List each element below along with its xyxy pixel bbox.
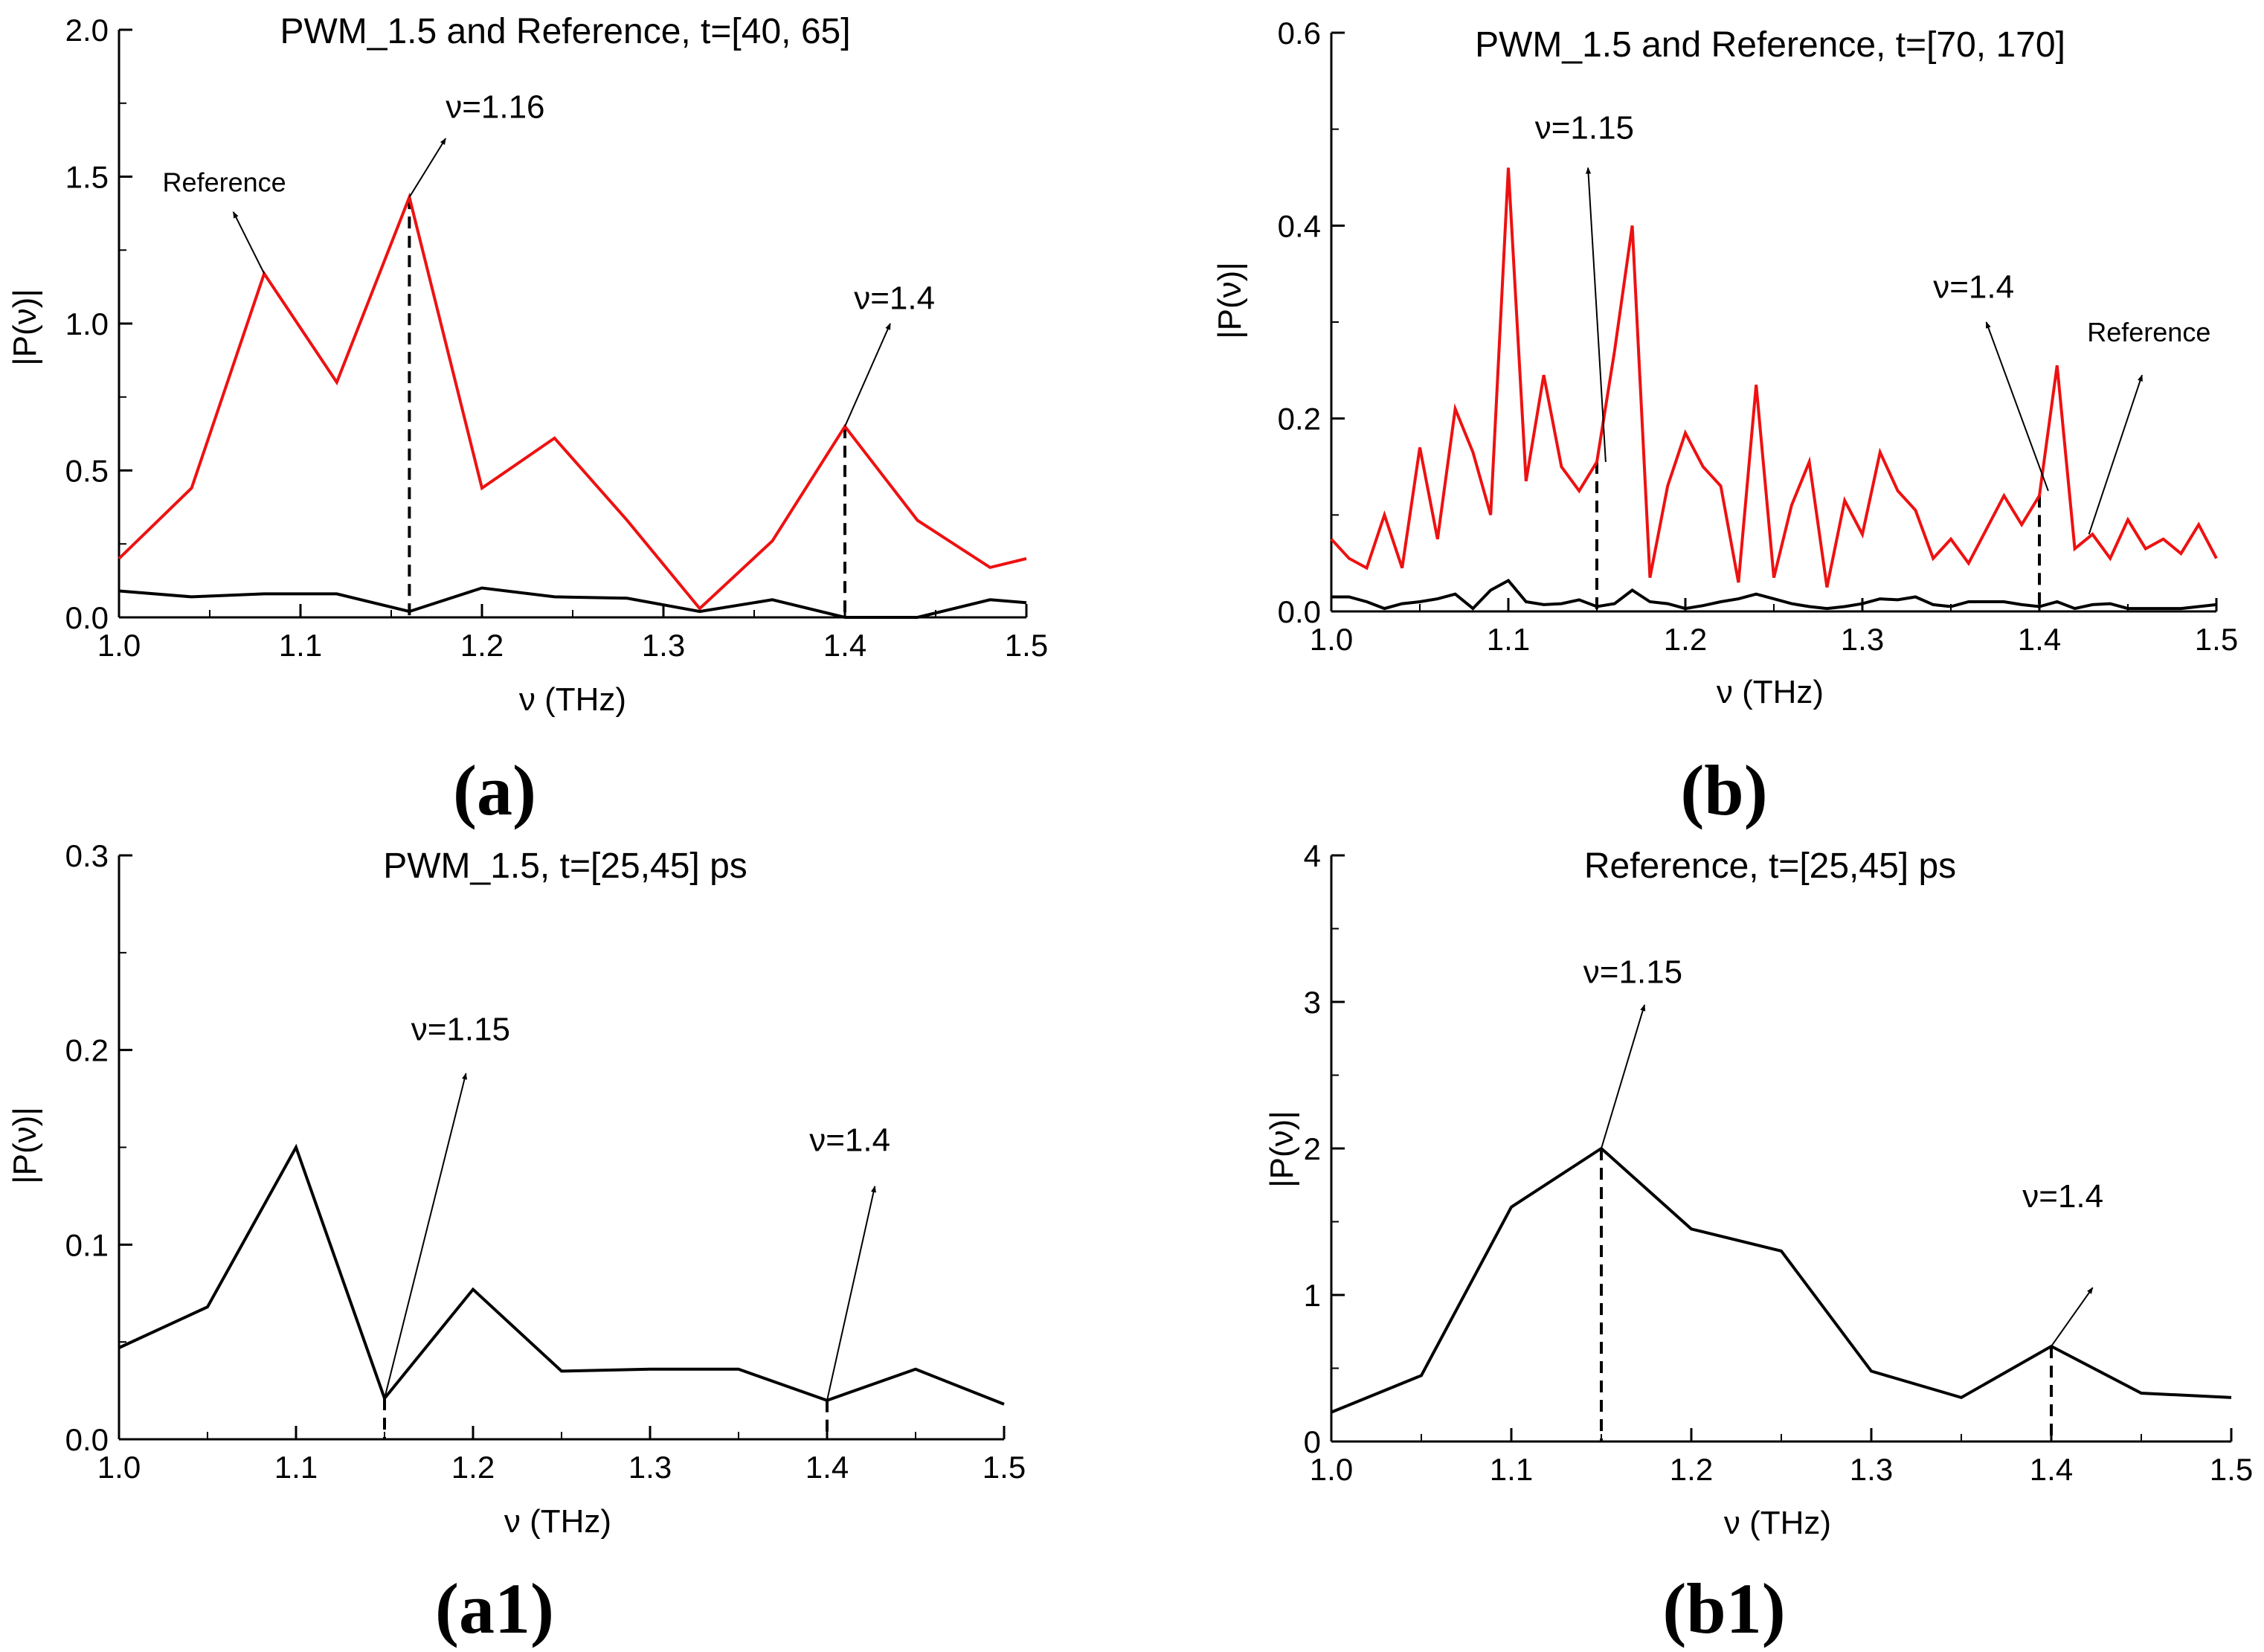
x-tick-label: 1.1 xyxy=(274,1450,318,1485)
panel-b-title: PWM_1.5 and Reference, t=[70, 170] xyxy=(1475,25,2065,65)
x-tick-label: 1.5 xyxy=(983,1450,1026,1485)
series-line-reference xyxy=(118,192,1027,611)
x-tick-label: 1.1 xyxy=(279,628,322,663)
y-tick-label: 3 xyxy=(1304,985,1321,1020)
x-tick-label: 1.4 xyxy=(823,628,866,663)
x-tick-label: 1.2 xyxy=(1664,622,1707,657)
x-tick-label: 1.3 xyxy=(642,628,685,663)
panel-a: 1.0 1.1 1.2 1.3 1.4 1.5 0.0 0.5 1.0 1.5 2.0 ν=1.16 ν… xyxy=(65,13,1049,663)
series-line-pwm-1-5 xyxy=(1331,578,2217,611)
annotation-label: ν=1.4 xyxy=(809,1122,890,1159)
y-tick-label: 0.0 xyxy=(65,600,109,635)
panel-a-label: (a) xyxy=(453,751,536,830)
x-tick-label: 1.5 xyxy=(1005,628,1048,663)
series-line-pwm-1-5 xyxy=(118,586,1027,619)
y-tick-label: 0.4 xyxy=(1278,208,1321,243)
y-tick-label: 2.0 xyxy=(65,13,109,48)
y-tick-label: 0.6 xyxy=(1278,16,1321,51)
panel-b1-title: Reference, t=[25,45] ps xyxy=(1584,846,1956,886)
x-tick-label: 1.2 xyxy=(451,1450,495,1485)
y-tick-label: 0.5 xyxy=(65,454,109,489)
panel-b1-xlabel: ν (THz) xyxy=(1724,1505,1831,1541)
annotation-label: ν=1.4 xyxy=(854,280,935,316)
x-tick-label: 1.3 xyxy=(628,1450,672,1485)
x-tick-label: 1.5 xyxy=(2210,1452,2253,1487)
annotation-arrow xyxy=(408,138,447,198)
annotation-arrow xyxy=(384,1073,468,1399)
x-tick-label: 1.0 xyxy=(1310,622,1353,657)
panel-a-xlabel: ν (THz) xyxy=(519,681,626,718)
y-tick-label: 0.0 xyxy=(65,1422,109,1457)
x-tick-label: 1.3 xyxy=(1841,622,1884,657)
panel-a1-label: (a1) xyxy=(435,1569,554,1648)
y-tick-label: 1.0 xyxy=(65,306,109,341)
annotation-arrow xyxy=(826,1185,877,1401)
annotation-arrow xyxy=(1601,1004,1646,1149)
panel-a1-title: PWM_1.5, t=[25,45] ps xyxy=(383,846,747,886)
panel-a1-ylabel: |P(ν)| xyxy=(7,1107,43,1184)
y-tick-label: 0.2 xyxy=(65,1033,109,1068)
x-tick-label: 1.4 xyxy=(805,1450,849,1485)
panel-a-title: PWM_1.5 and Reference, t=[40, 65] xyxy=(280,12,850,51)
panel-a1: 1.0 1.1 1.2 1.3 1.4 1.5 0.0 0.1 0.2 0.3 ν=1.15 ν=1.… xyxy=(65,838,1026,1485)
annotation-arrow xyxy=(1985,321,2049,492)
panel-b1-label: (b1) xyxy=(1662,1569,1785,1648)
x-tick-label: 1.1 xyxy=(1487,622,1530,657)
x-tick-label: 1.0 xyxy=(97,628,141,663)
y-tick-label: 0.3 xyxy=(65,838,109,873)
annotation-label: ν=1.4 xyxy=(1933,269,2014,306)
y-tick-label: 1 xyxy=(1304,1278,1321,1313)
annotation-arrow xyxy=(2088,374,2143,535)
annotation-arrow xyxy=(2051,1287,2094,1347)
annotation-label: ν=1.15 xyxy=(1583,954,1682,990)
x-tick-label: 1.5 xyxy=(2195,622,2238,657)
x-tick-label: 1.4 xyxy=(2030,1452,2073,1487)
annotation-label: Reference xyxy=(2087,317,2210,347)
x-tick-label: 1.3 xyxy=(1850,1452,1893,1487)
annotation-arrow xyxy=(844,323,891,427)
panel-b1: 1.0 1.1 1.2 1.3 1.4 1.5 0 1 2 3 4 ν=1.15 ν=1.4 xyxy=(1304,838,2254,1487)
x-tick-label: 1.4 xyxy=(2018,622,2061,657)
y-tick-label: 1.5 xyxy=(65,160,109,195)
panel-a-ylabel: |P(ν)| xyxy=(7,289,43,366)
annotation-label: ν=1.4 xyxy=(2022,1178,2103,1215)
y-tick-label: 0.1 xyxy=(65,1227,109,1262)
panel-a1-xlabel: ν (THz) xyxy=(504,1503,611,1540)
annotation-arrow xyxy=(1585,167,1607,463)
annotation-label: ν=1.15 xyxy=(411,1012,510,1048)
x-tick-label: 1.0 xyxy=(97,1450,141,1485)
annotation-label: ν=1.15 xyxy=(1535,110,1634,147)
y-tick-label: 0 xyxy=(1304,1424,1321,1459)
x-tick-label: 1.2 xyxy=(1670,1452,1713,1487)
panel-b-label: (b) xyxy=(1680,751,1767,830)
annotation-label: Reference xyxy=(163,167,286,197)
annotation-label: ν=1.16 xyxy=(446,89,544,126)
annotation-arrow xyxy=(232,211,266,274)
y-tick-label: 4 xyxy=(1304,838,1321,873)
series-line-reference xyxy=(1331,1146,2232,1414)
x-tick-label: 1.0 xyxy=(1310,1452,1353,1487)
series-line-pwm-1-5 xyxy=(118,1143,1005,1406)
x-tick-label: 1.2 xyxy=(460,628,504,663)
y-tick-label: 2 xyxy=(1304,1131,1321,1166)
panel-b-xlabel: ν (THz) xyxy=(1717,674,1824,710)
series-line-reference xyxy=(1330,167,2218,588)
x-tick-label: 1.1 xyxy=(1490,1452,1533,1487)
panel-b1-ylabel: |P(ν)| xyxy=(1264,1111,1300,1188)
panel-b: 1.0 1.1 1.2 1.3 1.4 1.5 0.0 0.2 0.4 0.6 ν=1.15 ν=1.… xyxy=(1278,16,2239,657)
y-tick-label: 0.2 xyxy=(1278,402,1321,437)
panel-b-ylabel: |P(ν)| xyxy=(1212,262,1248,339)
y-tick-label: 0.0 xyxy=(1278,594,1321,629)
